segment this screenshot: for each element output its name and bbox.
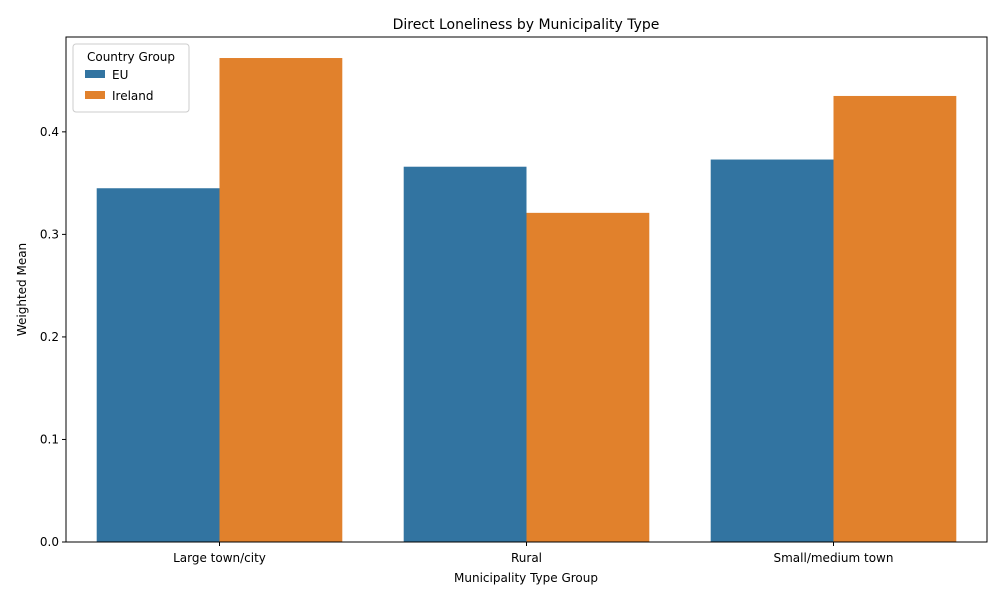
y-tick-label: 0.4	[40, 125, 59, 139]
bar-eu-large-town-city	[96, 188, 220, 542]
y-axis-ticks: 0.0 0.1 0.2 0.3 0.4	[40, 125, 66, 549]
bar-ireland-rural	[526, 212, 650, 543]
bars-group	[96, 58, 957, 543]
y-tick-label: 0.0	[40, 535, 59, 549]
y-tick-label: 0.2	[40, 330, 59, 344]
bar-eu-rural	[403, 166, 527, 542]
legend-swatch-ireland	[85, 91, 105, 99]
chart-title: Direct Loneliness by Municipality Type	[393, 17, 660, 33]
legend-title: Country Group	[87, 50, 175, 64]
x-tick-label-small-medium-town: Small/medium town	[774, 551, 894, 565]
bar-ireland-small-medium-town	[833, 95, 957, 543]
x-axis-ticks: Large town/city Rural Small/medium town	[173, 542, 893, 565]
x-axis-label: Municipality Type Group	[454, 571, 598, 585]
y-tick-label: 0.1	[40, 432, 59, 446]
legend-swatch-eu	[85, 70, 105, 78]
x-tick-label-rural: Rural	[511, 551, 542, 565]
legend-label-eu: EU	[112, 68, 128, 82]
legend-label-ireland: Ireland	[112, 89, 154, 103]
y-tick-label: 0.3	[40, 227, 59, 241]
bar-eu-small-medium-town	[710, 159, 834, 542]
y-axis-label: Weighted Mean	[15, 243, 29, 336]
bar-ireland-large-town-city	[219, 58, 343, 543]
x-tick-label-large-town-city: Large town/city	[173, 551, 266, 565]
legend: Country Group EU Ireland	[72, 43, 190, 113]
